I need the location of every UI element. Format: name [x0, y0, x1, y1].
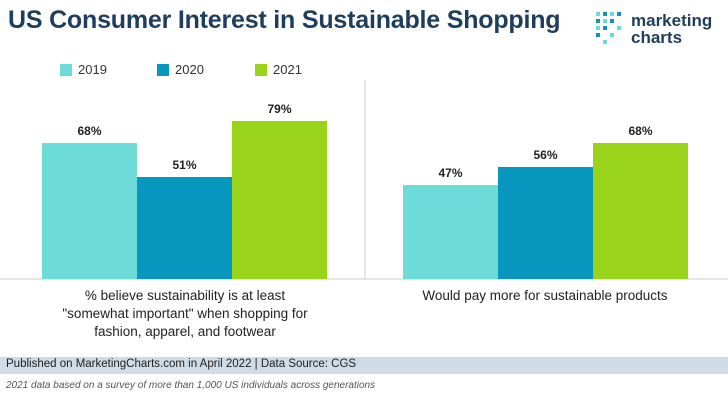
- bar-2020-cat1: [137, 177, 232, 279]
- legend-swatch-2020: [157, 64, 169, 76]
- chart-title: US Consumer Interest in Sustainable Shop…: [8, 6, 561, 34]
- bar-value-label: 47%: [438, 166, 462, 180]
- bar-2021-cat2: [593, 143, 688, 279]
- bar-2019-cat2: [403, 185, 498, 279]
- legend-label-2021: 2021: [273, 62, 302, 77]
- category-label-line: "somewhat important" when shopping for: [62, 306, 308, 321]
- bar-value-label: 56%: [533, 148, 557, 162]
- footer-source: Published on MarketingCharts.com in Apri…: [6, 358, 357, 370]
- legend-label-2020: 2020: [175, 62, 204, 77]
- bar-chart: 68% 47% 51% 56% 79% 68%: [0, 80, 728, 280]
- logo-text-line1: marketing: [631, 11, 713, 30]
- logo-dots-icon: [596, 12, 621, 44]
- bar-2021-cat1: [232, 121, 327, 279]
- logo-text-line2: charts: [631, 28, 683, 47]
- category-label-importance: % believe sustainability is at least "so…: [40, 287, 330, 341]
- footnote: 2021 data based on a survey of more than…: [6, 380, 376, 391]
- bar-value-label: 79%: [267, 102, 291, 116]
- bar-2020-cat2: [498, 167, 593, 279]
- bar-value-label: 68%: [628, 124, 652, 138]
- legend-swatch-2021: [255, 64, 267, 76]
- legend-label-2019: 2019: [78, 62, 107, 77]
- bar-value-label: 68%: [77, 124, 101, 138]
- category-label-line: fashion, apparel, and footwear: [94, 324, 276, 339]
- bar-2019-cat1: [42, 143, 137, 279]
- category-label-pay-more: Would pay more for sustainable products: [422, 288, 668, 303]
- category-label-line: % believe sustainability is at least: [84, 288, 286, 303]
- bar-value-label: 51%: [172, 158, 196, 172]
- footer-bar: Published on MarketingCharts.com in Apri…: [0, 357, 728, 374]
- legend-swatch-2019: [60, 64, 72, 76]
- marketingcharts-logo: marketing charts: [596, 10, 721, 52]
